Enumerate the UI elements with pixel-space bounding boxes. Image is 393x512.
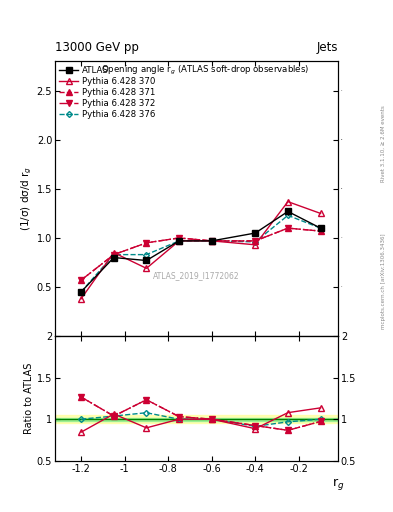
Y-axis label: (1/σ) dσ/d r$_g$: (1/σ) dσ/d r$_g$ <box>20 166 34 231</box>
Bar <box>55 415 338 423</box>
Text: Opening angle r$_g$ (ATLAS soft-drop observables): Opening angle r$_g$ (ATLAS soft-drop obs… <box>101 64 309 77</box>
Text: mcplots.cern.ch [arXiv:1306.3436]: mcplots.cern.ch [arXiv:1306.3436] <box>381 234 386 329</box>
X-axis label: r$_g$: r$_g$ <box>332 476 344 492</box>
Legend: ATLAS, Pythia 6.428 370, Pythia 6.428 371, Pythia 6.428 372, Pythia 6.428 376: ATLAS, Pythia 6.428 370, Pythia 6.428 37… <box>58 64 157 121</box>
Text: ATLAS_2019_I1772062: ATLAS_2019_I1772062 <box>153 271 240 280</box>
Text: Rivet 3.1.10, ≥ 2.6M events: Rivet 3.1.10, ≥ 2.6M events <box>381 105 386 182</box>
Y-axis label: Ratio to ATLAS: Ratio to ATLAS <box>24 362 34 434</box>
Text: 13000 GeV pp: 13000 GeV pp <box>55 41 139 54</box>
Text: Jets: Jets <box>316 41 338 54</box>
Bar <box>55 418 338 421</box>
